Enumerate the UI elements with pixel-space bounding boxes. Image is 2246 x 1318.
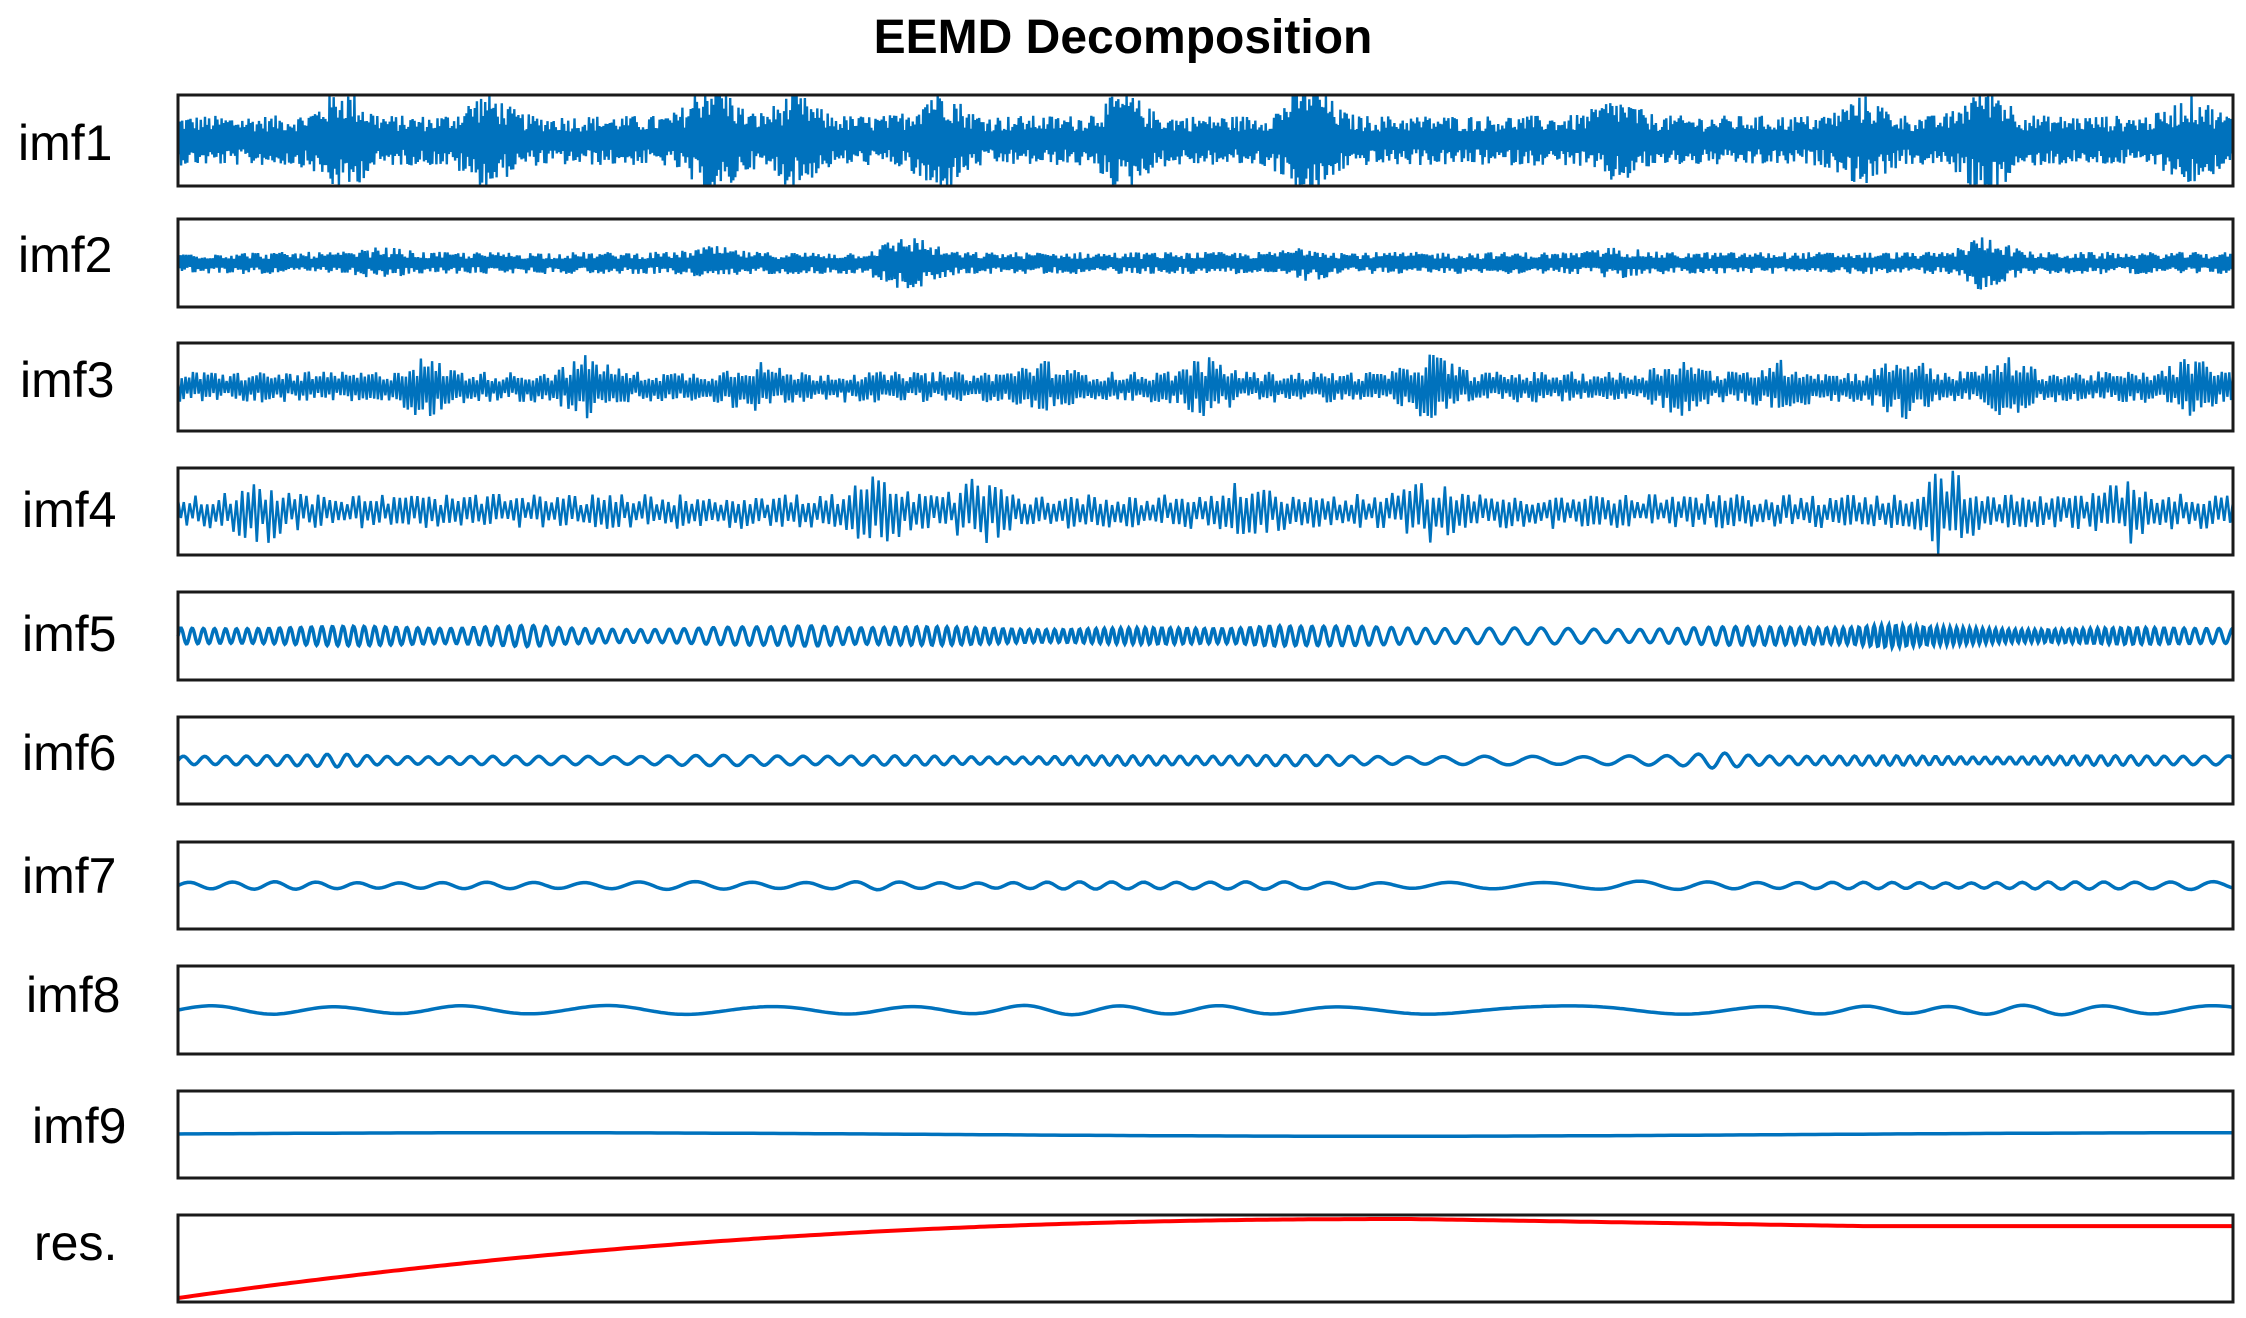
series-imf9-line: [177, 1131, 2233, 1138]
panel-label-imf9: imf9: [32, 1098, 126, 1154]
series-imf1-line: [176, 96, 2235, 185]
series-imf8-line: [177, 1003, 2234, 1017]
panel-label-imf5: imf5: [22, 606, 116, 662]
panel-frame-imf2: [176, 217, 2235, 309]
panel-imf4: imf4: [22, 466, 2235, 557]
panel-label-imf2: imf2: [18, 227, 112, 283]
panel-label-imf3: imf3: [20, 352, 114, 408]
panel-frame-imf7: [176, 840, 2235, 931]
series-imf5-line: [176, 619, 2234, 653]
panel-res: res.: [34, 1213, 2235, 1304]
panel-frame-imf9: [176, 1089, 2235, 1180]
panel-imf2: imf2: [18, 217, 2235, 309]
series-imf2-line: [176, 237, 2235, 290]
panel-label-imf6: imf6: [22, 725, 116, 781]
series-imf3-line: [176, 354, 2235, 420]
panel-imf9: imf9: [32, 1089, 2235, 1180]
panel-label-imf8: imf8: [26, 967, 120, 1023]
chart-title: EEMD Decomposition: [873, 11, 1373, 64]
panel-imf1: imf1: [18, 93, 2235, 188]
series-imf6-line: [176, 751, 2235, 770]
panel-label-imf1: imf1: [18, 115, 112, 171]
series-imf4-line: [176, 470, 2235, 554]
panel-frame-res: [176, 1213, 2235, 1304]
panel-imf8: imf8: [26, 964, 2235, 1056]
panel-imf5: imf5: [22, 590, 2235, 682]
panel-frame-imf1: [176, 93, 2235, 188]
series-imf7-line: [177, 879, 2234, 892]
panel-label-imf4: imf4: [22, 482, 116, 538]
panel-frame-imf4: [176, 466, 2235, 557]
series-res-line: [177, 1217, 2233, 1300]
panel-imf6: imf6: [22, 715, 2235, 806]
panel-frame-imf5: [176, 590, 2235, 682]
panel-imf7: imf7: [22, 840, 2235, 931]
panel-frame-imf6: [176, 715, 2235, 806]
panel-label-res: res.: [34, 1215, 117, 1271]
panel-imf3: imf3: [20, 341, 2235, 433]
panel-label-imf7: imf7: [22, 848, 116, 904]
panel-frame-imf3: [176, 341, 2235, 433]
panel-frame-imf8: [176, 964, 2235, 1056]
